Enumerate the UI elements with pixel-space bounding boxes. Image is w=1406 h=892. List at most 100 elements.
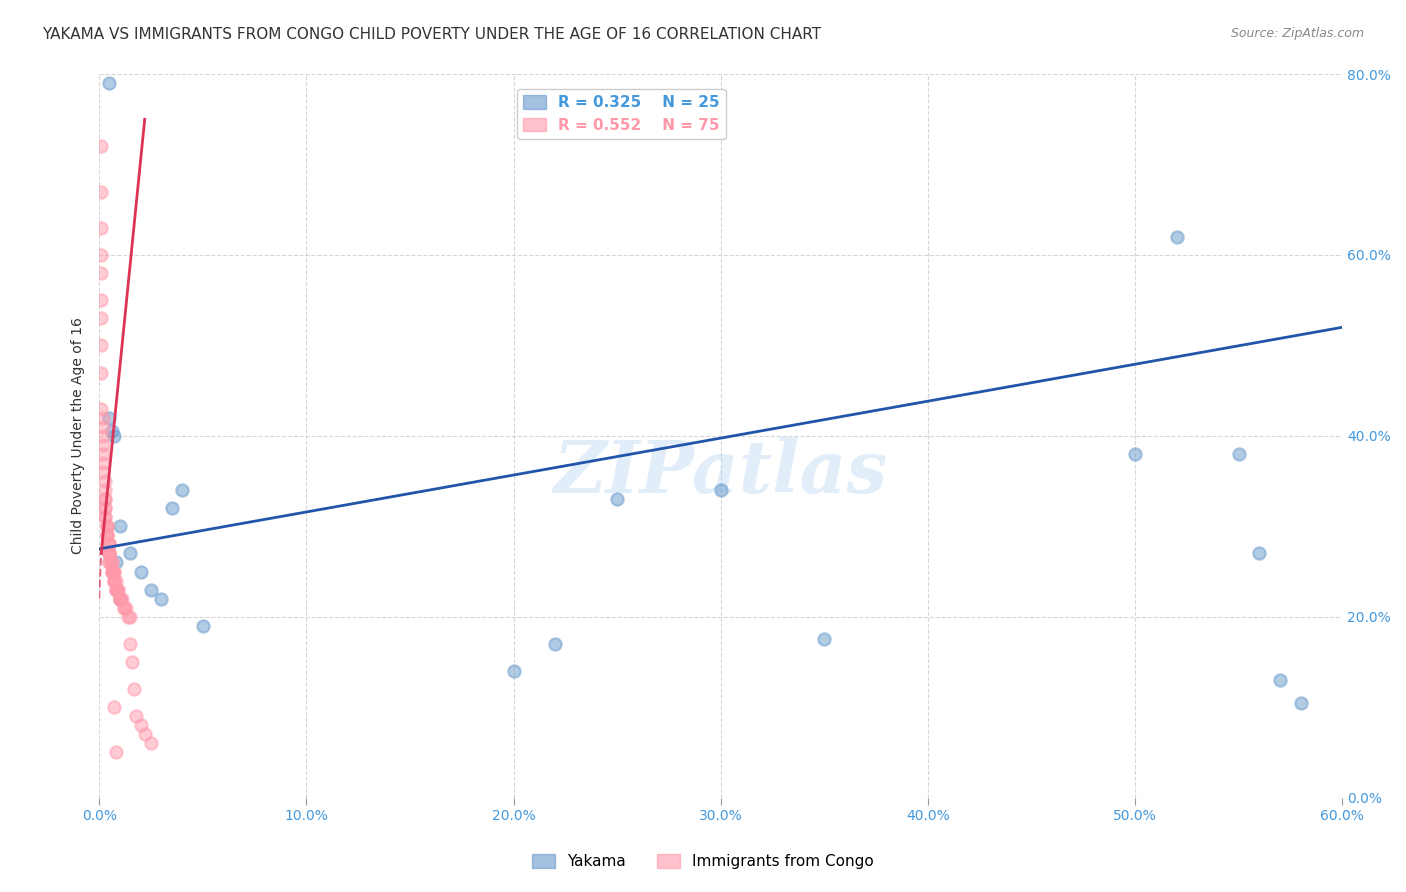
Text: Source: ZipAtlas.com: Source: ZipAtlas.com bbox=[1230, 27, 1364, 40]
Point bbox=[90, 338, 112, 352]
Point bbox=[94, 510, 117, 524]
Point bbox=[104, 582, 127, 597]
Point bbox=[90, 266, 112, 280]
Point bbox=[104, 582, 127, 597]
Point bbox=[96, 519, 118, 533]
Point bbox=[98, 546, 121, 560]
Text: YAKAMA VS IMMIGRANTS FROM CONGO CHILD POVERTY UNDER THE AGE OF 16 CORRELATION CH: YAKAMA VS IMMIGRANTS FROM CONGO CHILD PO… bbox=[42, 27, 821, 42]
Point bbox=[94, 483, 117, 497]
Point bbox=[98, 76, 121, 90]
Point bbox=[98, 537, 121, 551]
Legend: R = 0.325    N = 25, R = 0.552    N = 75: R = 0.325 N = 25, R = 0.552 N = 75 bbox=[517, 89, 725, 139]
Point bbox=[96, 519, 118, 533]
Point bbox=[124, 682, 146, 697]
Point bbox=[94, 492, 117, 507]
Point bbox=[103, 565, 125, 579]
Point bbox=[100, 565, 122, 579]
Point bbox=[90, 220, 112, 235]
Point bbox=[98, 556, 121, 570]
Point bbox=[98, 537, 121, 551]
Point bbox=[91, 456, 114, 470]
Point bbox=[91, 465, 114, 479]
Point bbox=[1227, 447, 1250, 461]
Point bbox=[103, 429, 125, 443]
Point bbox=[120, 609, 142, 624]
Point bbox=[502, 664, 524, 678]
Point bbox=[160, 501, 183, 516]
Point bbox=[108, 591, 131, 606]
Point bbox=[129, 565, 152, 579]
Point bbox=[1249, 546, 1271, 560]
Point bbox=[107, 582, 129, 597]
Point bbox=[139, 582, 162, 597]
Point bbox=[103, 574, 125, 588]
Point bbox=[108, 519, 131, 533]
Point bbox=[96, 528, 118, 542]
Point bbox=[100, 565, 122, 579]
Point bbox=[100, 556, 122, 570]
Point bbox=[90, 401, 112, 416]
Point bbox=[115, 600, 138, 615]
Point bbox=[90, 366, 112, 380]
Point bbox=[100, 565, 122, 579]
Y-axis label: Child Poverty Under the Age of 16: Child Poverty Under the Age of 16 bbox=[72, 318, 86, 554]
Point bbox=[104, 582, 127, 597]
Point bbox=[100, 556, 122, 570]
Point bbox=[94, 474, 117, 488]
Point bbox=[117, 609, 139, 624]
Point bbox=[94, 501, 117, 516]
Point bbox=[813, 632, 835, 647]
Point bbox=[1166, 230, 1188, 244]
Point bbox=[91, 429, 114, 443]
Point bbox=[606, 492, 628, 507]
Point bbox=[94, 510, 117, 524]
Point bbox=[125, 709, 148, 723]
Point bbox=[108, 591, 131, 606]
Legend: Yakama, Immigrants from Congo: Yakama, Immigrants from Congo bbox=[526, 848, 880, 875]
Point bbox=[98, 537, 121, 551]
Point bbox=[139, 736, 162, 750]
Point bbox=[108, 591, 131, 606]
Point bbox=[94, 501, 117, 516]
Point bbox=[103, 574, 125, 588]
Point bbox=[98, 546, 121, 560]
Point bbox=[111, 591, 134, 606]
Text: ZIPatlas: ZIPatlas bbox=[554, 436, 887, 508]
Point bbox=[98, 546, 121, 560]
Point bbox=[90, 248, 112, 262]
Point bbox=[104, 574, 127, 588]
Point bbox=[108, 591, 131, 606]
Point bbox=[98, 556, 121, 570]
Point bbox=[91, 438, 114, 452]
Point bbox=[91, 419, 114, 434]
Point bbox=[108, 591, 131, 606]
Point bbox=[90, 185, 112, 199]
Point bbox=[98, 410, 121, 425]
Point bbox=[134, 727, 156, 741]
Point bbox=[1123, 447, 1146, 461]
Point bbox=[191, 619, 214, 633]
Point bbox=[104, 556, 127, 570]
Point bbox=[103, 700, 125, 714]
Point bbox=[96, 528, 118, 542]
Point bbox=[120, 546, 142, 560]
Point bbox=[96, 528, 118, 542]
Point bbox=[150, 591, 173, 606]
Point bbox=[1268, 673, 1291, 687]
Point bbox=[112, 600, 135, 615]
Point bbox=[107, 582, 129, 597]
Point bbox=[90, 139, 112, 153]
Point bbox=[91, 447, 114, 461]
Point bbox=[103, 565, 125, 579]
Point bbox=[112, 600, 135, 615]
Point bbox=[100, 425, 122, 439]
Point bbox=[96, 519, 118, 533]
Point bbox=[710, 483, 733, 497]
Point bbox=[104, 746, 127, 760]
Point bbox=[1289, 696, 1312, 710]
Point bbox=[91, 410, 114, 425]
Point bbox=[94, 492, 117, 507]
Point bbox=[170, 483, 193, 497]
Point bbox=[121, 655, 143, 669]
Point bbox=[90, 311, 112, 326]
